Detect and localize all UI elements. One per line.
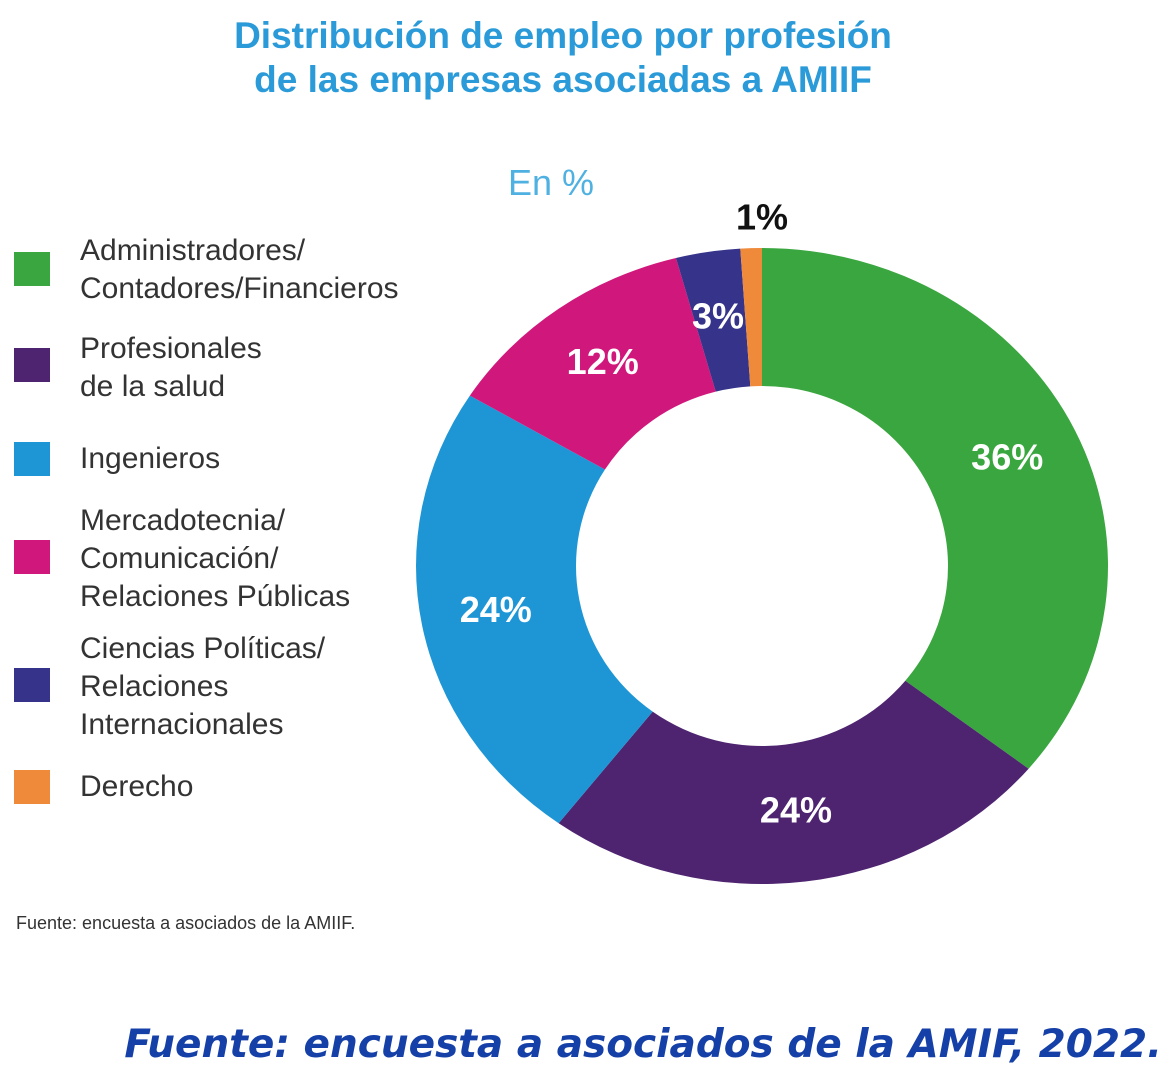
legend-label: Profesionales de la salud (80, 332, 262, 403)
chart-title-line-1: Distribución de empleo por profesión (234, 15, 892, 56)
data-label: 36% (971, 436, 1043, 477)
legend-label: Derecho (80, 770, 194, 803)
donut-slice (762, 248, 1108, 769)
unit-label: En % (508, 162, 595, 203)
legend-swatch (14, 348, 50, 382)
legend-label: Administradores/ Contadores/Financieros (80, 234, 399, 305)
donut-slice (740, 248, 762, 387)
legend-label: Ciencias Políticas/ Relaciones Internaci… (80, 632, 326, 741)
donut-slice (469, 257, 716, 470)
legend-label: Ingenieros (80, 442, 221, 475)
legend-swatch (14, 442, 50, 476)
donut-slice (415, 395, 653, 824)
donut-slice (558, 680, 1029, 884)
data-label: 24% (460, 589, 532, 630)
data-label: 12% (567, 341, 639, 382)
chart-title-line-2: de las empresas asociadas a AMIIF (254, 59, 872, 100)
data-label: 1% (736, 197, 788, 238)
footnote: Fuente: encuesta a asociados de la AMIIF… (16, 913, 356, 933)
source-caption: Fuente: encuesta a asociados de la AMIF,… (124, 1022, 1162, 1067)
donut-slice (675, 248, 751, 392)
legend-label: Mercadotecnia/ Comunicación/ Relaciones … (80, 504, 351, 613)
legend-swatch (14, 252, 50, 286)
legend-swatch (14, 770, 50, 804)
legend-swatch (14, 540, 50, 574)
data-label: 3% (692, 296, 744, 337)
data-label: 24% (760, 790, 832, 831)
legend-swatch (14, 668, 50, 702)
